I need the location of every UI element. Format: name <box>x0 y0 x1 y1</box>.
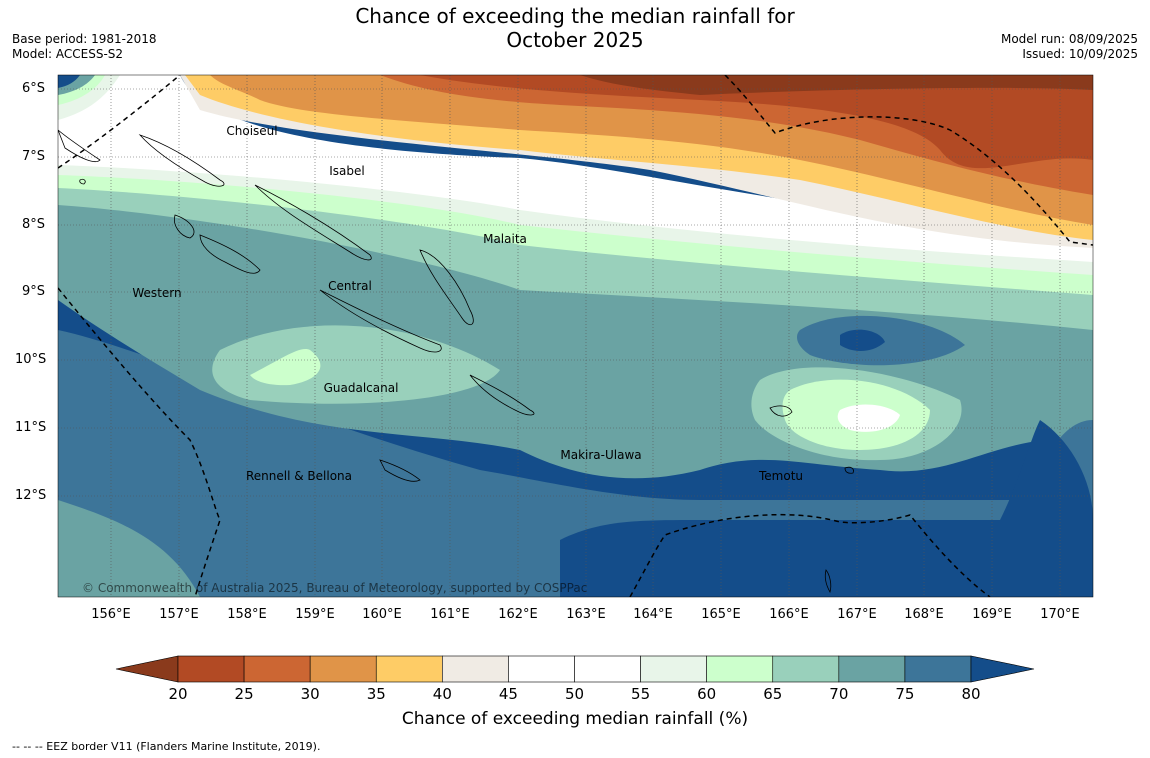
colorbar-swatch <box>640 655 707 683</box>
colorbar-swatch <box>508 655 575 683</box>
eez-footnote: -- -- -- EEZ border V11 (Flanders Marine… <box>12 740 321 753</box>
lon-label: 170°E <box>1040 607 1080 622</box>
region-label-central: Central <box>328 279 372 293</box>
region-label-guadalcanal: Guadalcanal <box>323 381 399 395</box>
colorbar-swatch <box>706 655 774 683</box>
colorbar-label: Chance of exceeding median rainfall (%) <box>401 709 749 729</box>
colorbar-swatch <box>574 655 641 683</box>
island-outlines <box>58 129 854 594</box>
colorbar-tick-label: 45 <box>498 685 518 703</box>
region-label-malaita: Malaita <box>483 232 527 246</box>
region-label-western: Western <box>132 286 182 300</box>
run-info: Model run: 08/09/2025 Issued: 10/09/2025 <box>1001 32 1138 62</box>
region-label-isabel: Isabel <box>329 164 365 178</box>
colorbar-tick-label: 65 <box>763 685 783 703</box>
issued-date: Issued: 10/09/2025 <box>1022 47 1138 61</box>
lat-label: 10°S <box>15 352 47 367</box>
colorbar-swatch <box>772 655 840 683</box>
title-line-1: Chance of exceeding the median rainfall … <box>355 4 795 28</box>
colorbar-extend-low <box>115 655 179 683</box>
lon-label: 161°E <box>430 607 470 622</box>
lon-label: 167°E <box>837 607 877 622</box>
colorbar-tick-label: 55 <box>631 685 651 703</box>
base-period: Base period: 1981-2018 <box>12 32 157 46</box>
colorbar-tick-label: 20 <box>168 685 188 703</box>
lat-label: 8°S <box>22 217 46 232</box>
colorbar-swatch <box>375 655 443 683</box>
lon-label: 159°E <box>295 607 335 622</box>
eez-border <box>58 75 1093 597</box>
lon-label: 157°E <box>159 607 199 622</box>
lon-label: 169°E <box>972 607 1012 622</box>
colorbar-tick-label: 40 <box>432 685 452 703</box>
lat-label: 9°S <box>22 284 46 299</box>
lon-label: 166°E <box>769 607 809 622</box>
colorbar-swatch <box>309 655 377 683</box>
colorbar-tick-label: 80 <box>961 685 981 703</box>
colorbar-tick-label: 30 <box>300 685 320 703</box>
lon-label: 158°E <box>227 607 267 622</box>
region-label-choiseul: Choiseul <box>226 124 278 138</box>
map-title: Chance of exceeding the median rainfall … <box>0 4 1150 52</box>
lon-label: 165°E <box>701 607 741 622</box>
colorbar-tick-label: 50 <box>564 685 585 703</box>
colorbar-swatch <box>904 655 972 683</box>
lat-label: 11°S <box>15 420 47 435</box>
colorbar-tick-label: 25 <box>234 685 254 703</box>
lon-label: 162°E <box>498 607 538 622</box>
colorbar <box>115 655 1035 683</box>
model-info: Base period: 1981-2018 Model: ACCESS-S2 <box>12 32 157 62</box>
colorbar-tick-label: 35 <box>366 685 386 703</box>
colorbar-tick-label: 60 <box>697 685 717 703</box>
colorbar-swatch <box>243 655 311 683</box>
colorbar-extend-high <box>970 655 1035 683</box>
region-label-temotu: Temotu <box>758 469 804 483</box>
colorbar-swatch <box>442 655 509 683</box>
lon-label: 160°E <box>362 607 402 622</box>
colorbar-tick-label: 75 <box>895 685 915 703</box>
lon-label: 164°E <box>633 607 673 622</box>
lat-label: 7°S <box>22 149 46 164</box>
lon-label: 168°E <box>904 607 944 622</box>
copyright-notice: © Commonwealth of Australia 2025, Bureau… <box>82 581 588 595</box>
lon-label: 163°E <box>566 607 606 622</box>
colorbar-swatch <box>838 655 906 683</box>
lat-label: 12°S <box>15 488 47 503</box>
title-line-2: October 2025 <box>506 28 644 52</box>
model-name: Model: ACCESS-S2 <box>12 47 124 61</box>
model-run-date: Model run: 08/09/2025 <box>1000 32 1138 46</box>
region-label-rennell-bellona: Rennell & Bellona <box>245 469 353 483</box>
colorbar-tick-label: 70 <box>829 685 849 703</box>
lat-label: 6°S <box>22 81 46 96</box>
colorbar-swatch <box>177 655 245 683</box>
region-label-makira-ulawa: Makira-Ulawa <box>560 448 642 462</box>
lon-label: 156°E <box>91 607 131 622</box>
